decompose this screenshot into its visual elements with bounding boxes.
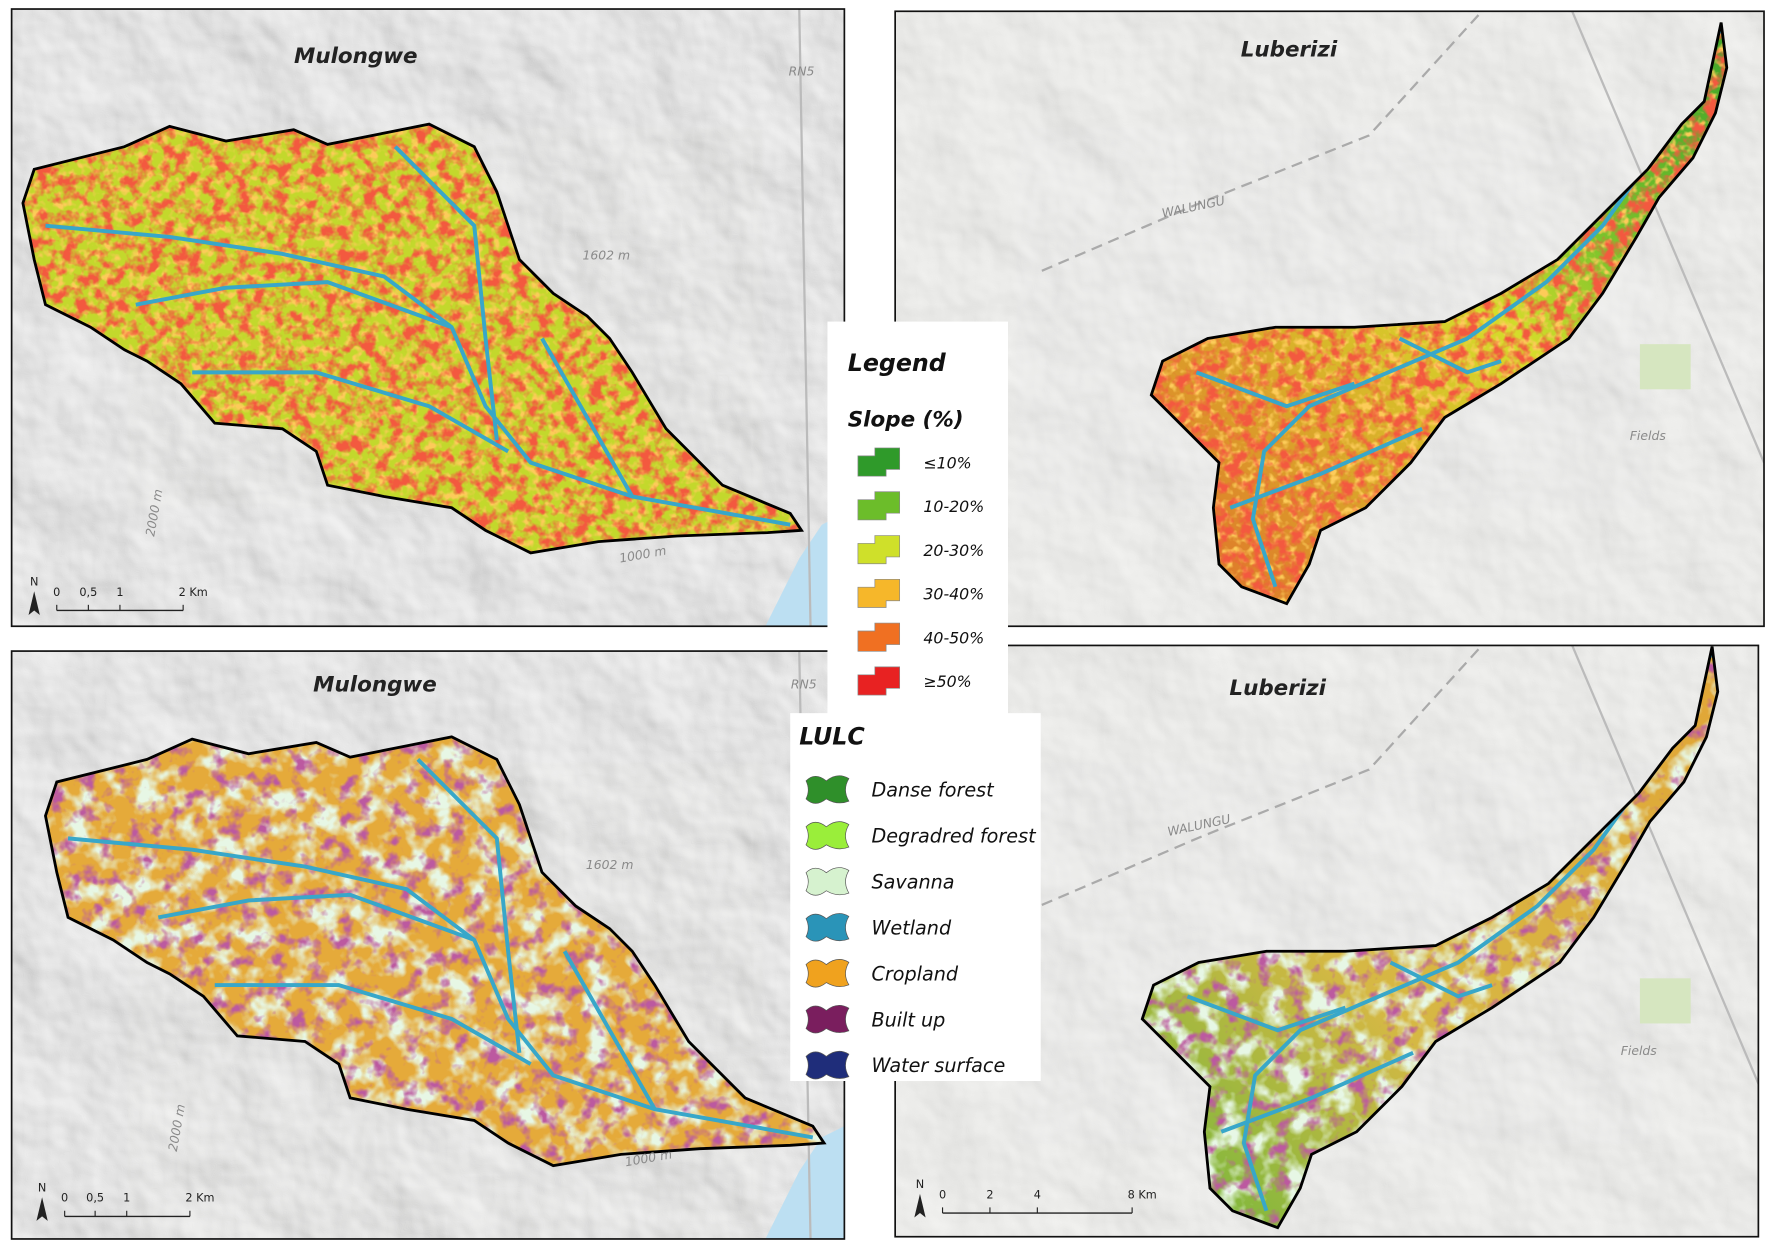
- lulc-label: Wetland: [871, 916, 951, 939]
- scale-label: 2 Km: [185, 1192, 214, 1205]
- map-label: Fields: [1621, 1043, 1658, 1058]
- lulc-label: Built up: [871, 1008, 945, 1031]
- map-label: RN5: [789, 64, 815, 79]
- lulc-swatch: [805, 775, 850, 804]
- watershed-outline: [1149, 22, 1729, 606]
- road: [1571, 645, 1759, 1087]
- scale-label: 0,5: [79, 586, 97, 599]
- map-content: [895, 11, 1765, 627]
- river: [1389, 960, 1493, 999]
- slope-label: ≤10%: [923, 453, 971, 472]
- river: [214, 983, 532, 1066]
- river: [1229, 426, 1423, 510]
- panel-title: Mulongwe: [294, 44, 418, 69]
- river: [192, 370, 510, 454]
- slope-swatch: [857, 622, 901, 652]
- panel-title: Luberizi: [1229, 676, 1326, 701]
- lulc-label: Degradred forest: [871, 825, 1037, 848]
- slope-label: 40-50%: [923, 628, 984, 647]
- lulc-swatch: [805, 1050, 850, 1080]
- scale-label: 0: [939, 1188, 946, 1201]
- slope-label: 10-20%: [923, 497, 984, 516]
- map-label: RN5: [791, 676, 817, 691]
- legend-title: Legend: [848, 349, 947, 377]
- lulc-label: Cropland: [871, 962, 958, 985]
- panel-frame: [10, 8, 846, 628]
- river: [157, 892, 475, 942]
- north-arrow-label: N: [916, 1178, 924, 1191]
- road: [1571, 11, 1765, 464]
- lulc-label: Savanna: [871, 870, 954, 893]
- scale-label: 0: [61, 1192, 68, 1205]
- north-arrow: [36, 1197, 48, 1221]
- scale-label: 2: [986, 1188, 993, 1201]
- north-arrow: [914, 1193, 926, 1218]
- slope-title: Slope (%): [848, 408, 964, 433]
- river: [562, 950, 657, 1111]
- north-arrow: [28, 591, 40, 615]
- lulc-label: Water surface: [871, 1054, 1005, 1077]
- river: [1398, 336, 1502, 375]
- lulc-title: LULC: [799, 723, 865, 751]
- hillshade: [895, 11, 1765, 627]
- lulc-swatch: [805, 867, 850, 896]
- lulc-label: Danse forest: [871, 779, 995, 802]
- scale-label: 1: [116, 586, 123, 599]
- map-content: [11, 651, 845, 1239]
- lake: [765, 513, 845, 627]
- map-label: 1602 m: [586, 857, 634, 872]
- scale-label: 0: [53, 586, 60, 599]
- slope-swatch: [857, 578, 901, 608]
- road: [1041, 11, 1483, 272]
- scale-label: 1: [123, 1192, 130, 1205]
- watershed-outline: [44, 735, 827, 1168]
- river: [416, 758, 522, 1054]
- scale-label: 8 Km: [1128, 1188, 1157, 1201]
- panel-frame: [894, 10, 1765, 628]
- scale-label: 0,5: [86, 1192, 104, 1205]
- panel-title: Mulongwe: [313, 673, 437, 698]
- slope-label: 20-30%: [923, 541, 984, 560]
- river: [1195, 370, 1356, 409]
- road: [1041, 645, 1483, 907]
- river: [393, 145, 499, 441]
- map-content: [11, 9, 845, 627]
- watershed-outline: [21, 122, 805, 555]
- slope-swatch: [857, 666, 901, 696]
- map-label: Fields: [1630, 428, 1667, 443]
- lulc-swatch: [805, 959, 850, 988]
- river: [1186, 994, 1347, 1033]
- legend-box: [827, 321, 1008, 715]
- slope-label: 30-40%: [923, 585, 984, 604]
- legend: Legend Slope (%) ≤10% 10-20% 20-30% 30-40% 40-…: [790, 321, 1041, 1081]
- river: [1220, 1050, 1414, 1134]
- north-arrow-label: N: [30, 576, 38, 589]
- river: [135, 280, 453, 330]
- scale-label: 2 Km: [179, 586, 208, 599]
- slope-swatch: [857, 491, 901, 521]
- river: [540, 337, 634, 498]
- map-label: 1602 m: [582, 248, 630, 263]
- watershed-outline: [1140, 646, 1720, 1230]
- slope-label: ≥50%: [923, 672, 971, 691]
- road: [798, 9, 812, 627]
- lake: [765, 1126, 845, 1239]
- scale-label: 4: [1034, 1188, 1041, 1201]
- panel-title: Luberizi: [1241, 37, 1338, 62]
- field: [1639, 978, 1691, 1024]
- lulc-swatch: [805, 913, 850, 942]
- slope-swatch: [857, 535, 901, 565]
- lulc-swatch: [805, 821, 850, 850]
- north-arrow-label: N: [38, 1182, 46, 1195]
- lulc-swatch: [805, 1005, 850, 1034]
- field: [1639, 344, 1691, 390]
- slope-swatch: [857, 447, 901, 477]
